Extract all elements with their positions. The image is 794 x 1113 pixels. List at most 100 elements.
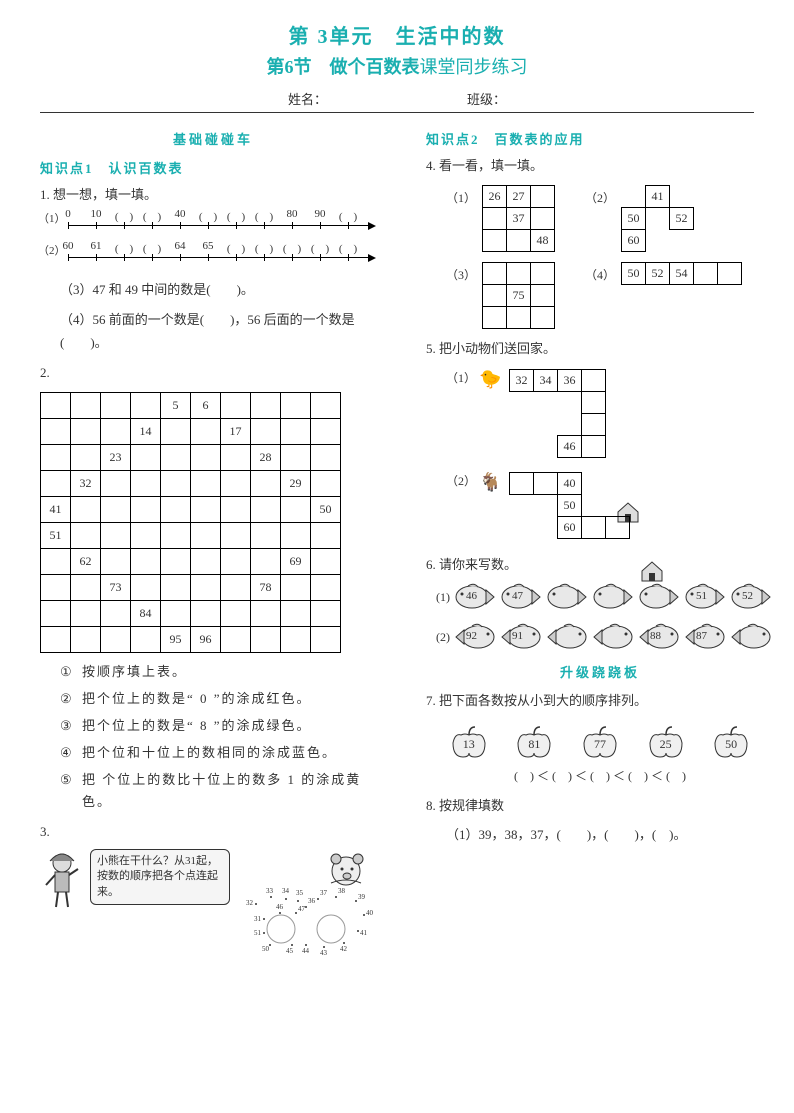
grid-cell — [161, 548, 191, 574]
grid-cell — [131, 392, 161, 418]
svg-text:40: 40 — [366, 909, 374, 917]
grid-cell — [281, 574, 311, 600]
kp2-title: 知识点2 百数表的应用 — [426, 129, 774, 148]
grid-cell — [311, 522, 341, 548]
path2: （2） 🐐 405060 — [446, 472, 774, 539]
grid-cell — [41, 444, 71, 470]
grid-cell — [311, 574, 341, 600]
mini-grid: （2）41505260 — [585, 185, 694, 252]
q8: 8. 按规律填数 — [426, 794, 774, 817]
svg-text:45: 45 — [286, 947, 294, 955]
grid-cell — [41, 600, 71, 626]
grid-cell: 23 — [101, 444, 131, 470]
grid-cell — [101, 626, 131, 652]
fish-icon: 52 — [728, 582, 774, 612]
grid-cell — [251, 626, 281, 652]
path1: （1） 🐤 32343646 — [446, 369, 774, 458]
grid-cell — [101, 392, 131, 418]
grid-cell — [221, 548, 251, 574]
grid-cell — [281, 496, 311, 522]
apple-icon: 81 — [512, 723, 556, 763]
svg-text:33: 33 — [266, 887, 274, 895]
svg-text:51: 51 — [254, 929, 262, 937]
grid-cell — [221, 600, 251, 626]
apple-row: 1381772550 — [426, 723, 774, 763]
goat-icon: 🐐 — [479, 472, 501, 493]
apple-icon: 13 — [447, 723, 491, 763]
grid-cell — [191, 418, 221, 444]
grid-cell — [311, 418, 341, 444]
fish-icon — [544, 582, 590, 612]
grid-cell — [41, 418, 71, 444]
q1-3: （3）47 和 49 中间的数是( )。 — [40, 278, 386, 301]
svg-text:31: 31 — [254, 915, 262, 923]
grid-cell — [101, 496, 131, 522]
grid-cell — [221, 470, 251, 496]
grid-cell — [191, 574, 221, 600]
grid-cell — [311, 600, 341, 626]
grid-cell: 29 — [281, 470, 311, 496]
grid-cell — [311, 548, 341, 574]
grid-cell: 32 — [71, 470, 101, 496]
grid-cell: 17 — [221, 418, 251, 444]
q4: 4. 看一看，填一填。 — [426, 154, 774, 177]
grid-cell — [191, 600, 221, 626]
apple-icon: 25 — [644, 723, 688, 763]
number-line-1: （1） 010( )( )40( )( )( )8090( ) — [68, 214, 386, 238]
grid-cell — [161, 418, 191, 444]
grid-cell — [281, 444, 311, 470]
q6: 6. 请你来写数。 — [426, 553, 774, 576]
grid-cell: 51 — [41, 522, 71, 548]
q4-grids: （1）26273748（2）41505260（3）75（4）505254 — [426, 185, 774, 329]
grid-cell — [191, 470, 221, 496]
grid-cell — [71, 626, 101, 652]
grid-cell — [221, 444, 251, 470]
grid-cell — [221, 496, 251, 522]
list-item: ④把个位和十位上的数相同的涂成蓝色。 — [60, 742, 386, 764]
list-item: ①按顺序填上表。 — [60, 661, 386, 683]
q3-figure: 小熊在干什么？从31起，按数的顺序把各个点连起来。 32 31 33 34 35… — [40, 849, 386, 959]
apple-icon: 77 — [578, 723, 622, 763]
grid-cell — [191, 548, 221, 574]
q7: 7. 把下面各数按从小到大的顺序排列。 — [426, 689, 774, 712]
grid-cell: 6 — [191, 392, 221, 418]
grid-cell — [221, 626, 251, 652]
grid-cell — [131, 548, 161, 574]
svg-text:39: 39 — [358, 893, 366, 901]
q1-4: （4）56 前面的一个数是( )，56 后面的一个数是( )。 — [40, 308, 386, 355]
grid-cell — [131, 522, 161, 548]
fish-icon: 51 — [682, 582, 728, 612]
grid-cell — [161, 444, 191, 470]
grid-cell — [161, 522, 191, 548]
q2: 2. — [40, 361, 386, 384]
house-icon — [639, 559, 665, 583]
fish-icon — [636, 582, 682, 612]
fish-icon — [590, 622, 636, 652]
grid-cell: 95 — [161, 626, 191, 652]
grid-cell — [41, 470, 71, 496]
number-line-2: （2） 6061( )( )6465( )( )( )( )( ) — [68, 246, 386, 270]
grid-cell: 69 — [281, 548, 311, 574]
grid-cell: 5 — [161, 392, 191, 418]
grid-cell — [131, 444, 161, 470]
grid-cell: 50 — [311, 496, 341, 522]
grid-cell — [191, 496, 221, 522]
fish-icon — [544, 622, 590, 652]
grid-cell — [131, 470, 161, 496]
grid-cell — [281, 522, 311, 548]
svg-text:34: 34 — [282, 887, 290, 895]
section-basic: 基础碰碰车 — [40, 129, 386, 148]
grid-cell — [221, 522, 251, 548]
grid-cell — [71, 392, 101, 418]
grid-cell: 84 — [131, 600, 161, 626]
grid-cell — [101, 522, 131, 548]
grid-cell — [71, 496, 101, 522]
grid-cell — [71, 522, 101, 548]
grid-cell — [131, 496, 161, 522]
grid-cell — [41, 392, 71, 418]
svg-text:46: 46 — [276, 903, 284, 911]
grid-cell — [281, 600, 311, 626]
q2-list: ①按顺序填上表。②把个位上的数是“ 0 ”的涂成红色。③把个位上的数是“ 8 ”… — [40, 661, 386, 814]
grid-cell — [281, 626, 311, 652]
grid-cell: 78 — [251, 574, 281, 600]
